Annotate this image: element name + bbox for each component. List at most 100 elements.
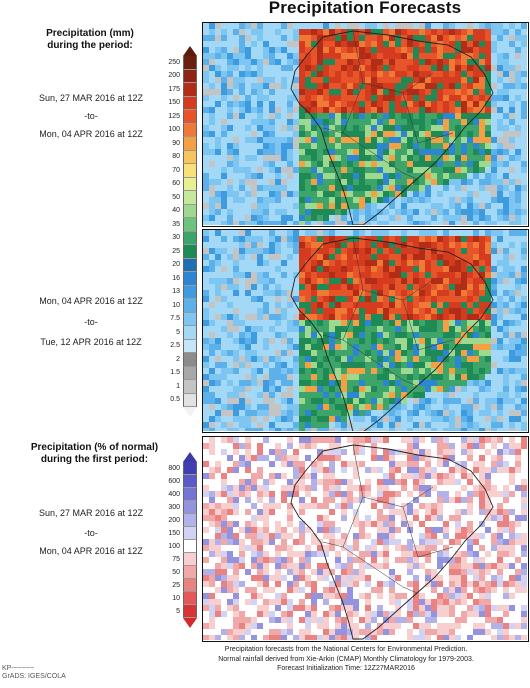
continent-outline xyxy=(290,444,494,640)
colorbar-cell xyxy=(183,339,197,353)
colorbar-cell xyxy=(183,150,197,164)
colorbar-cell xyxy=(183,326,197,340)
colorbar-tick-label: 13 xyxy=(172,288,180,296)
colorbar-tick-label: 80 xyxy=(172,153,180,161)
country-border xyxy=(322,541,344,548)
colorbar-tick-label: 16 xyxy=(172,274,180,282)
credits-line2: Normal rainfall derived from Xie-Arkin (… xyxy=(218,655,474,663)
precip-map-week1 xyxy=(202,22,529,227)
colorbar-tick-label: 50 xyxy=(172,193,180,201)
percent-colorbar: 800 600 400 300 200 150 100 75 50 25 10 5 xyxy=(168,452,197,628)
panel1-to: -to- xyxy=(84,111,98,121)
colorbar-tick-label: 600 xyxy=(168,477,180,485)
credits: Precipitation forecasts from the Nationa… xyxy=(186,645,506,674)
country-border xyxy=(352,237,434,301)
colorbar-cell xyxy=(183,191,197,205)
colorbar-cell xyxy=(183,299,197,313)
colorbar-tick-label: 70 xyxy=(172,166,180,174)
colorbar-tick-label: 75 xyxy=(172,555,180,563)
colorbar-tick-label: 40 xyxy=(172,207,180,215)
colorbar-cell xyxy=(183,137,197,151)
country-border xyxy=(352,444,434,508)
colorbar-cell xyxy=(183,393,197,407)
logo-line2: GrADS: IGES/COLA xyxy=(2,673,66,680)
colorbar-tick-label: 100 xyxy=(168,126,180,134)
colorbar-cell xyxy=(183,123,197,137)
colorbar-cell xyxy=(183,566,197,579)
panel3-start: Sun, 27 MAR 2016 at 12Z xyxy=(38,508,144,518)
country-border xyxy=(402,92,454,144)
colorbar-cell xyxy=(183,177,197,191)
colorbar-tick-label: 1 xyxy=(176,382,180,390)
colorbar-tick-label: 25 xyxy=(172,581,180,589)
panel1-start: Sun, 27 MAR 2016 at 12Z xyxy=(38,93,144,103)
credits-line1: Precipitation forecasts from the Nationa… xyxy=(224,646,468,653)
colorbar-top-arrow xyxy=(183,452,197,462)
colorbar-tick-label: 30 xyxy=(172,234,180,242)
colorbar-cell xyxy=(183,285,197,299)
colorbar-cell xyxy=(183,164,197,178)
colorbar-cell xyxy=(183,96,197,110)
colorbar-tick-label: 60 xyxy=(172,180,180,188)
colorbar-tick-label: 125 xyxy=(168,112,180,120)
country-border xyxy=(372,152,418,180)
panel3-heading: Precipitation (% of normal) during the f… xyxy=(22,442,167,466)
colorbar-cell xyxy=(183,514,197,527)
colorbar-cell xyxy=(183,579,197,592)
colorbar-cell xyxy=(183,312,197,326)
colorbar-tick-label: 0.5 xyxy=(170,396,180,404)
colorbar-tick-label: 90 xyxy=(172,139,180,147)
colorbar-tick-label: 2.5 xyxy=(170,342,180,350)
mm-colorbar: 250 200 175 150 125 100 90 80 70 60 50 40 35 30 25 20 16… xyxy=(168,46,197,417)
colorbar-cell xyxy=(183,272,197,286)
colorbar-cell xyxy=(183,553,197,566)
continent-outline xyxy=(290,30,494,225)
country-border xyxy=(372,566,418,594)
colorbar-tick-label: 150 xyxy=(168,529,180,537)
colorbar-cell xyxy=(183,475,197,488)
country-border xyxy=(372,359,418,387)
colorbar-cell xyxy=(183,366,197,380)
country-border xyxy=(352,30,434,94)
colorbar-cell xyxy=(183,231,197,245)
colorbar-tick-label: 7.5 xyxy=(170,315,180,323)
panel2-end: Tue, 12 APR 2016 at 12Z xyxy=(40,337,142,347)
panel2-to: -to- xyxy=(84,317,98,327)
colorbar-tick-label: 100 xyxy=(168,542,180,550)
logo-line1: KP-~~~~~ xyxy=(2,665,35,672)
country-border xyxy=(322,127,344,134)
colorbar-cell xyxy=(183,258,197,272)
panel1-heading-line1: Precipitation (mm) xyxy=(46,28,134,39)
colorbar-tick-label: 800 xyxy=(168,464,180,472)
colorbar-tick-label: 250 xyxy=(168,58,180,66)
colorbar-tick-label: 200 xyxy=(168,516,180,524)
colorbar-cell xyxy=(183,540,197,553)
colorbar-cell xyxy=(183,353,197,367)
colorbar-cell xyxy=(183,69,197,83)
colorbar-tick-label: 300 xyxy=(168,503,180,511)
colorbar-tick-label: 10 xyxy=(172,594,180,602)
colorbar-cell xyxy=(183,380,197,394)
precip-map-week2 xyxy=(202,229,529,433)
continent-outline xyxy=(290,237,494,431)
colorbar-tick-label: 150 xyxy=(168,99,180,107)
colorbar-tick-label: 20 xyxy=(172,261,180,269)
panel1-end: Mon, 04 APR 2016 at 12Z xyxy=(39,129,143,139)
colorbar-cell xyxy=(183,527,197,540)
credits-line3: Forecast Initialization Time: 12Z27MAR20… xyxy=(277,665,415,672)
colorbar-tick-label: 35 xyxy=(172,220,180,228)
colorbar-cell xyxy=(183,218,197,232)
colorbar-cell xyxy=(183,245,197,259)
colorbar-tick-label: 25 xyxy=(172,247,180,255)
colorbar-top-arrow xyxy=(183,46,197,56)
country-border xyxy=(322,334,344,341)
colorbar-tick-label: 5 xyxy=(176,328,180,336)
colorbar-cell xyxy=(183,110,197,124)
colorbar-cell xyxy=(183,56,197,70)
colorbar-tick-label: 175 xyxy=(168,85,180,93)
colorbar-tick-label: 1.5 xyxy=(170,369,180,377)
country-border xyxy=(402,299,454,351)
panel3-to: -to- xyxy=(84,528,98,538)
panel3-heading-line2: during the first period: xyxy=(40,454,149,465)
page-title: Precipitation Forecasts xyxy=(268,0,462,17)
